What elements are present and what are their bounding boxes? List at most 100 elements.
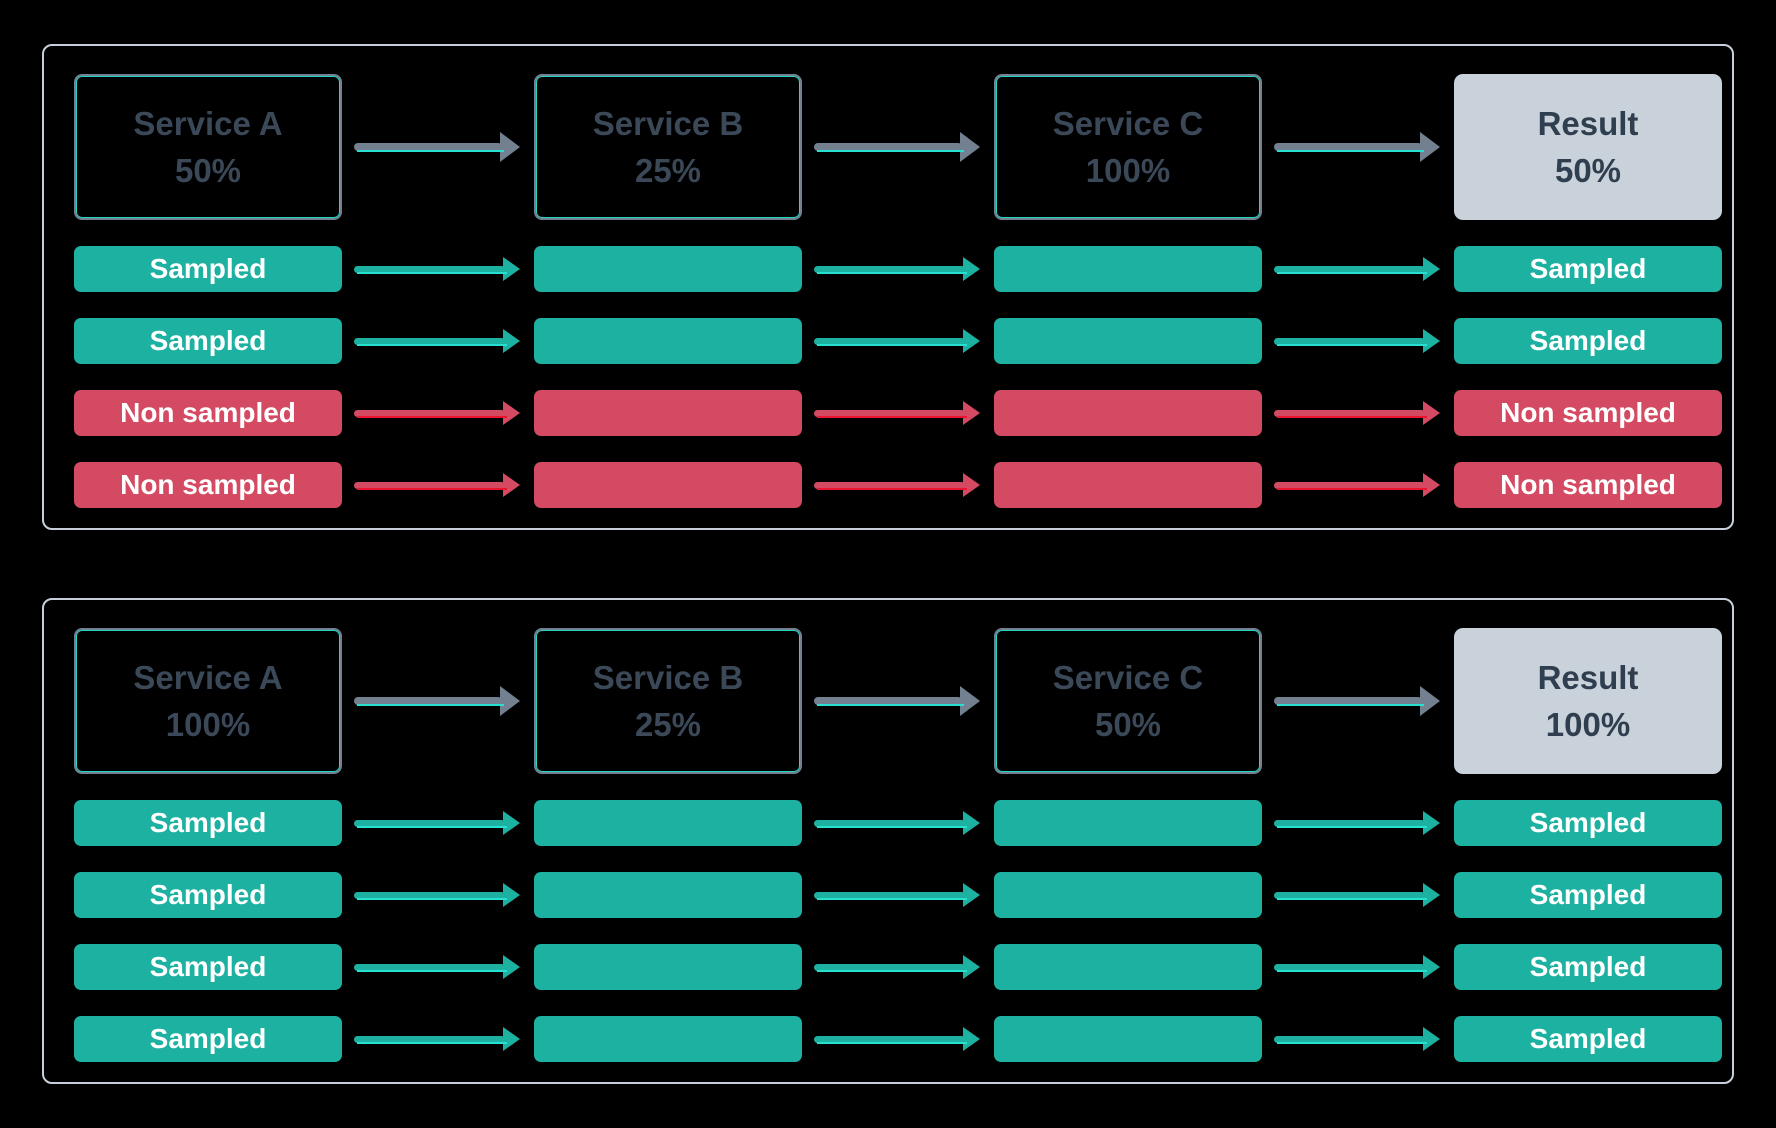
- arrow-head-icon: [963, 473, 980, 497]
- arrow-shaft: [814, 337, 967, 346]
- arrow-accent-line: [357, 343, 507, 346]
- trace-bar-non-sampled: Non sampled: [74, 390, 342, 436]
- arrow-accent-line: [1277, 1041, 1427, 1044]
- trace-bar-sampled: [534, 1016, 802, 1062]
- arrow-shaft: [354, 891, 507, 900]
- arrow-shaft: [354, 265, 507, 274]
- service-box-c: Service C 100%: [994, 74, 1262, 220]
- arrow-shaft: [354, 337, 507, 346]
- arrow-accent-line: [1277, 825, 1427, 828]
- trace-flow-arrow: [802, 944, 994, 990]
- arrow-head-icon: [1423, 811, 1440, 835]
- trace-bar-non-sampled: [534, 462, 802, 508]
- arrow-accent-line: [357, 825, 507, 828]
- arrow-shaft: [1274, 409, 1427, 418]
- arrow-shaft: [1274, 819, 1427, 828]
- trace-flow-arrow: [342, 872, 534, 918]
- trace-row: Sampled Sampled: [74, 246, 1722, 292]
- trace-flow-arrow: [1262, 246, 1454, 292]
- arrow-accent-line: [357, 897, 507, 900]
- trace-bar-label: Sampled: [149, 951, 267, 982]
- trace-bar-label: Sampled: [1529, 879, 1647, 910]
- service-flow-arrow: [802, 74, 994, 220]
- trace-flow-arrow: [1262, 800, 1454, 846]
- arrow-head-icon: [1423, 473, 1440, 497]
- trace-row: Sampled Sampled: [74, 318, 1722, 364]
- service-rate: 50%: [1094, 706, 1162, 743]
- arrow-shaft: [1274, 697, 1424, 706]
- service-box-b: Service B 25%: [534, 74, 802, 220]
- arrow-shaft: [354, 819, 507, 828]
- trace-bar-sampled: Sampled: [1454, 1016, 1722, 1062]
- scenario-panel-2: Service A 100% Service B 25% Service C 50% Res…: [42, 598, 1734, 1084]
- arrow-accent-line: [1277, 897, 1427, 900]
- arrow-head-icon: [1423, 955, 1440, 979]
- trace-flow-arrow: [342, 462, 534, 508]
- trace-bar-sampled: Sampled: [1454, 944, 1722, 990]
- arrow-shaft: [354, 143, 504, 152]
- trace-bar-sampled: Sampled: [74, 800, 342, 846]
- arrow-shaft: [814, 481, 967, 490]
- trace-bar-label: Non sampled: [1500, 469, 1676, 500]
- arrow-shaft: [814, 819, 967, 828]
- trace-flow-arrow: [342, 1016, 534, 1062]
- service-name: Service A: [133, 105, 283, 142]
- arrow-shaft: [814, 265, 967, 274]
- arrow-accent-line: [817, 1041, 967, 1044]
- service-rate: 25%: [634, 152, 702, 189]
- arrow-accent-line: [1277, 415, 1427, 418]
- trace-flow-arrow: [1262, 1016, 1454, 1062]
- arrow-shaft: [354, 409, 507, 418]
- arrow-accent-line: [357, 969, 507, 972]
- trace-flow-arrow: [1262, 462, 1454, 508]
- trace-flow-arrow: [802, 1016, 994, 1062]
- result-name: Result: [1537, 105, 1639, 142]
- trace-bar-sampled: [994, 246, 1262, 292]
- service-box-c: Service C 50%: [994, 628, 1262, 774]
- arrow-head-icon: [963, 1027, 980, 1051]
- trace-bar-non-sampled: [534, 390, 802, 436]
- arrow-shaft: [1274, 891, 1427, 900]
- trace-bar-label: Non sampled: [1500, 397, 1676, 428]
- arrow-accent-line: [817, 487, 967, 490]
- arrow-accent-line: [1277, 271, 1427, 274]
- trace-bar-non-sampled: Non sampled: [74, 462, 342, 508]
- trace-bar-sampled: [994, 318, 1262, 364]
- arrow-accent-line: [1277, 487, 1427, 490]
- trace-bar-sampled: Sampled: [1454, 246, 1722, 292]
- arrow-head-icon: [960, 132, 980, 162]
- arrow-accent-line: [817, 897, 967, 900]
- service-flow-arrow: [1262, 74, 1454, 220]
- trace-bar-label: Sampled: [1529, 1023, 1647, 1054]
- arrow-accent-line: [817, 150, 964, 152]
- trace-bar-sampled: Sampled: [74, 318, 342, 364]
- trace-row: Sampled Sampled: [74, 944, 1722, 990]
- service-box-b: Service B 25%: [534, 628, 802, 774]
- service-name: Service B: [592, 659, 744, 696]
- arrow-head-icon: [1423, 329, 1440, 353]
- service-rate: 100%: [1085, 152, 1171, 189]
- trace-bar-label: Non sampled: [120, 397, 296, 428]
- trace-row: Sampled Sampled: [74, 1016, 1722, 1062]
- arrow-head-icon: [1423, 1027, 1440, 1051]
- arrow-head-icon: [503, 955, 520, 979]
- result-box: Result 100%: [1454, 628, 1722, 774]
- arrow-accent-line: [1277, 343, 1427, 346]
- arrow-head-icon: [1420, 686, 1440, 716]
- service-name: Service C: [1052, 659, 1204, 696]
- trace-bar-sampled: Sampled: [1454, 318, 1722, 364]
- trace-flow-arrow: [802, 246, 994, 292]
- trace-bar-sampled: [994, 800, 1262, 846]
- arrow-accent-line: [357, 271, 507, 274]
- arrow-head-icon: [1420, 132, 1440, 162]
- arrow-head-icon: [503, 329, 520, 353]
- arrow-accent-line: [1277, 704, 1424, 706]
- arrow-head-icon: [1423, 257, 1440, 281]
- trace-bar-label: Non sampled: [120, 469, 296, 500]
- arrow-accent-line: [357, 487, 507, 490]
- trace-bar-sampled: [994, 944, 1262, 990]
- arrow-head-icon: [503, 473, 520, 497]
- arrow-head-icon: [963, 955, 980, 979]
- trace-bar-sampled: Sampled: [74, 944, 342, 990]
